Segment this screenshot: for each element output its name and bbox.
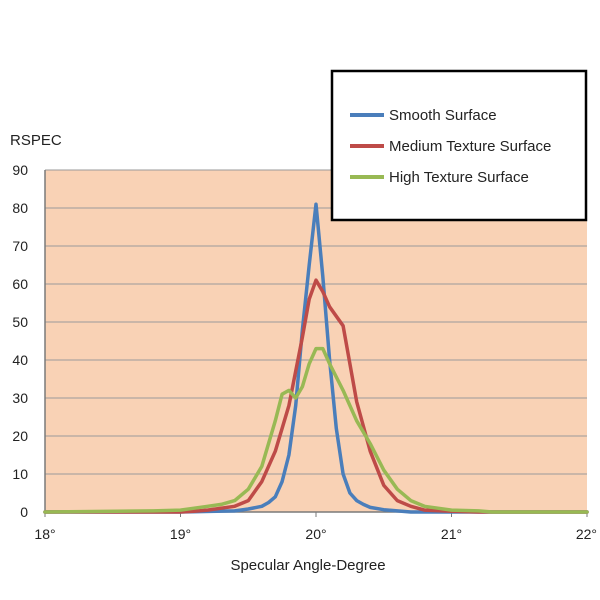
y-tick-label: 10 xyxy=(12,466,28,482)
y-tick-label: 30 xyxy=(12,390,28,406)
legend-label: High Texture Surface xyxy=(389,169,529,186)
y-axis-title: RSPEC xyxy=(10,132,62,149)
x-tick-label: 20° xyxy=(305,526,326,542)
x-tick-label: 21° xyxy=(441,526,462,542)
y-tick-label: 50 xyxy=(12,314,28,330)
series-line-smooth-surface xyxy=(43,202,589,514)
x-tick-label: 18° xyxy=(34,526,55,542)
y-tick-label: 0 xyxy=(20,504,28,520)
x-tick-label: 19° xyxy=(170,526,191,542)
x-axis-title: Specular Angle-Degree xyxy=(230,557,385,574)
y-tick-label: 90 xyxy=(12,162,28,178)
series-line-high-texture-surface xyxy=(43,346,589,514)
y-tick-labels: 0 10 20 30 40 50 60 70 80 90 xyxy=(12,162,28,520)
series-line-medium-texture-surface xyxy=(43,278,589,514)
legend-label: Smooth Surface xyxy=(389,107,497,124)
y-tick-label: 20 xyxy=(12,428,28,444)
x-tick-labels: 18° 19° 20° 21° 22° xyxy=(34,512,597,542)
plot-background xyxy=(45,170,587,512)
series-lines xyxy=(43,202,589,514)
y-tick-label: 60 xyxy=(12,276,28,292)
y-tick-label: 80 xyxy=(12,200,28,216)
y-tick-label: 70 xyxy=(12,238,28,254)
legend-label: Medium Texture Surface xyxy=(389,138,551,155)
legend: Smooth Surface Medium Texture Surface High… xyxy=(330,69,588,222)
x-tick-label: 22° xyxy=(576,526,597,542)
y-tick-label: 40 xyxy=(12,352,28,368)
